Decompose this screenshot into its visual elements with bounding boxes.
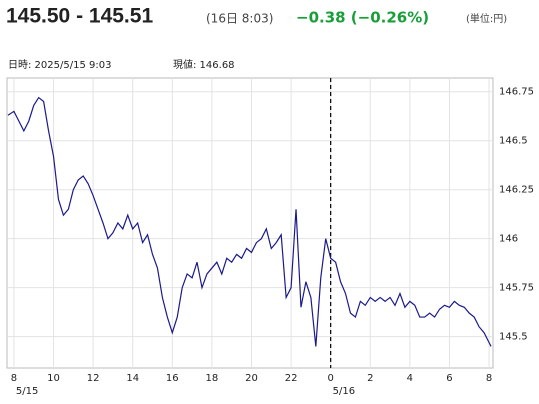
unit: (単位:円): [466, 12, 507, 25]
x-tick-label: 4: [407, 373, 413, 384]
x-tick-label: 12: [87, 373, 100, 384]
date-label: 5/15: [16, 386, 38, 397]
x-tick-label: 18: [206, 373, 219, 384]
x-tick-label: 20: [245, 373, 258, 384]
y-tick-label: 145.5: [499, 332, 528, 343]
x-tick-label: 8: [486, 373, 492, 384]
x-tick-label: 14: [126, 373, 139, 384]
x-tick-label: 10: [47, 373, 60, 384]
x-tick-label: 8: [11, 373, 17, 384]
y-tick-label: 146: [499, 234, 518, 245]
y-tick-label: 146.75: [499, 87, 534, 98]
x-tick-label: 6: [446, 373, 452, 384]
price: 145.50 - 145.51: [6, 5, 153, 28]
current-value: 現値: 146.68: [173, 58, 235, 71]
y-tick-label: 146.5: [499, 136, 528, 147]
x-tick-label: 2: [367, 373, 373, 384]
x-tick-label: 22: [285, 373, 298, 384]
datetime: 日時: 2025/5/15 9:03: [8, 59, 111, 71]
y-tick-label: 146.25: [499, 185, 534, 196]
y-tick-label: 145.75: [499, 283, 534, 294]
change: −0.38 (−0.26%): [296, 9, 429, 27]
x-tick-label: 0: [327, 373, 333, 384]
x-tick-label: 16: [166, 373, 179, 384]
plot-frame: [6, 77, 494, 369]
time: (16日 8:03): [206, 12, 273, 26]
price-line: [7, 96, 492, 347]
date-label: 5/16: [333, 386, 355, 397]
